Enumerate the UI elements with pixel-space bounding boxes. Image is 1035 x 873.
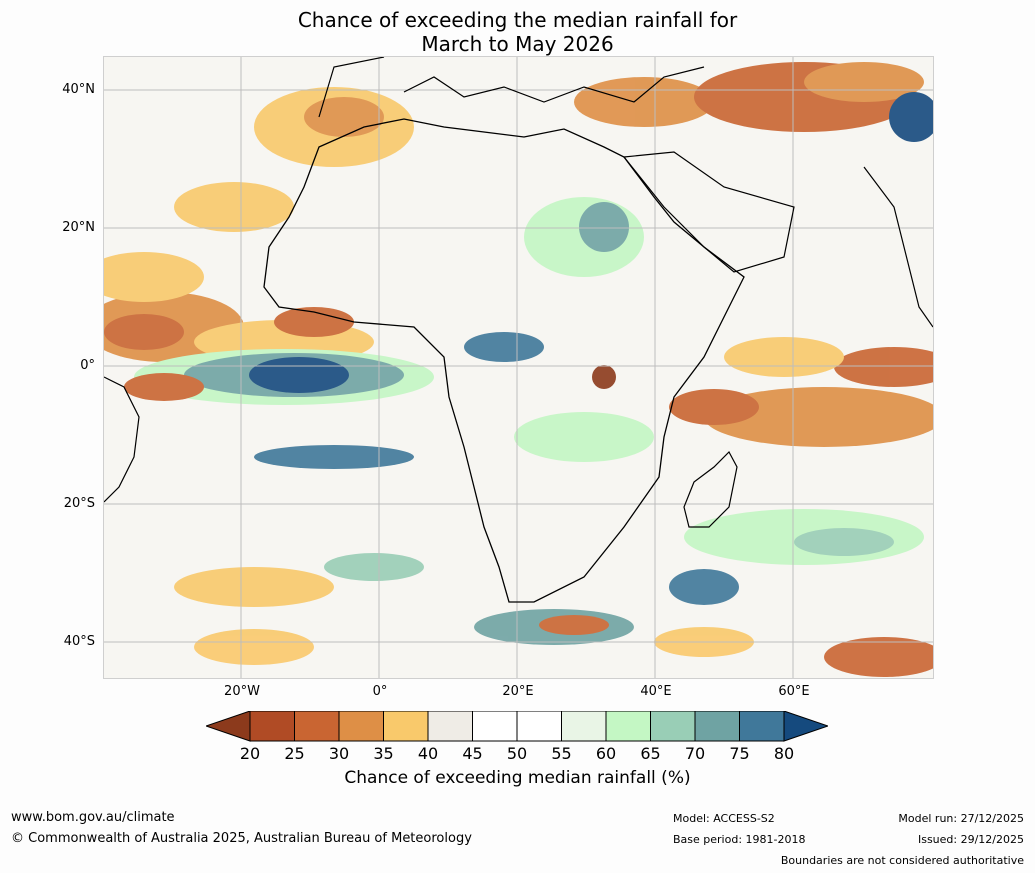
colorbar-tick: 60 — [595, 744, 617, 763]
map-title: Chance of exceeding the median rainfall … — [0, 8, 1035, 56]
colorbar-cell — [739, 711, 785, 742]
lon-label: 40°E — [640, 684, 672, 699]
colorbar-tick: 40 — [417, 744, 439, 763]
model-text: Model: ACCESS-S2 — [673, 812, 775, 825]
colorbar-cells — [249, 711, 785, 742]
colorbar-cell — [249, 711, 295, 742]
model-run-text: Model run: 27/12/2025 — [898, 812, 1024, 825]
colorbar-cell — [694, 711, 740, 742]
blob-dry — [574, 77, 714, 127]
colorbar-cell — [383, 711, 429, 742]
website-link[interactable]: www.bom.gov.au/climate — [11, 810, 175, 825]
colorbar-cell — [294, 711, 340, 742]
colorbar-cell — [427, 711, 473, 742]
blob-wet — [464, 332, 544, 362]
lat-label: 0° — [80, 358, 95, 373]
blob-dry — [104, 252, 204, 302]
blob-dry — [834, 347, 933, 387]
blob-dry — [724, 337, 844, 377]
map-canvas — [104, 57, 933, 678]
blob-dry — [824, 637, 933, 677]
blob-wet — [324, 553, 424, 581]
disclaimer-text: Boundaries are not considered authoritat… — [780, 854, 1024, 867]
blob-dry — [304, 97, 384, 137]
lat-label: 40°N — [62, 82, 95, 97]
blob-dry — [174, 182, 294, 232]
blob-dry — [124, 373, 204, 401]
colorbar-cell — [650, 711, 696, 742]
colorbar-cell — [516, 711, 562, 742]
base-period-text: Base period: 1981-2018 — [673, 833, 806, 846]
title-line-1: Chance of exceeding the median rainfall … — [297, 8, 738, 32]
colorbar-tick: 75 — [729, 744, 750, 763]
colorbar-tick: 55 — [551, 744, 572, 763]
colorbar-label: Chance of exceeding median rainfall (%) — [344, 768, 691, 788]
europe-coastline — [318, 57, 705, 118]
colorbar-cell — [338, 711, 384, 742]
colorbar-tick: 20 — [239, 744, 261, 763]
colorbar-tick: 65 — [640, 744, 661, 763]
colorbar-cell — [561, 711, 607, 742]
colorbar-tick: 50 — [506, 744, 528, 763]
blob-dry — [274, 307, 354, 337]
colorbar-tick: 45 — [462, 744, 483, 763]
colorbar-tick: 30 — [328, 744, 350, 763]
blob-wet — [514, 412, 654, 462]
colorbar-svg — [206, 711, 828, 742]
blob-wet — [579, 202, 629, 252]
lon-label: 60°E — [778, 684, 810, 699]
colorbar — [206, 711, 828, 742]
colorbar-tick: 80 — [773, 744, 795, 763]
title-line-2: March to May 2026 — [421, 32, 614, 56]
africa-coastline — [263, 118, 745, 603]
issued-text: Issued: 29/12/2025 — [917, 833, 1024, 846]
graticule — [104, 57, 933, 678]
lon-label: 20°E — [502, 684, 534, 699]
colorbar-left-arrow — [206, 711, 251, 742]
copyright-text: © Commonwealth of Australia 2025, Austra… — [11, 831, 472, 846]
madagascar-coastline — [683, 451, 738, 528]
colorbar-cell — [472, 711, 518, 742]
colorbar-tick: 35 — [373, 744, 394, 763]
blob-dry — [104, 314, 184, 350]
blob-dry — [174, 567, 334, 607]
lat-label: 20°N — [62, 220, 95, 235]
south-america-coastline — [104, 376, 140, 503]
lon-label: 0° — [372, 684, 388, 699]
colorbar-right-arrow — [783, 711, 828, 742]
blob-dry — [194, 629, 314, 665]
blob-wet — [794, 528, 894, 556]
colorbar-tick: 70 — [684, 744, 706, 763]
blob-dry — [704, 387, 933, 447]
blob-wet — [249, 357, 349, 393]
lat-label: 40°S — [63, 634, 95, 649]
india-coastline — [863, 166, 933, 328]
blob-dry — [539, 615, 609, 635]
colorbar-cell — [605, 711, 651, 742]
arabia-coastline — [622, 151, 795, 273]
blob-dry — [804, 62, 924, 102]
blob-dry — [592, 365, 616, 389]
lon-label: 20°W — [224, 684, 260, 699]
anomaly-blobs — [104, 62, 933, 677]
blob-wet — [669, 569, 739, 605]
blob-wet — [254, 445, 414, 469]
colorbar-tick: 25 — [284, 744, 305, 763]
blob-dry — [669, 389, 759, 425]
lat-label: 20°S — [63, 496, 95, 511]
blob-wet — [889, 92, 933, 142]
rainfall-map — [103, 56, 934, 679]
